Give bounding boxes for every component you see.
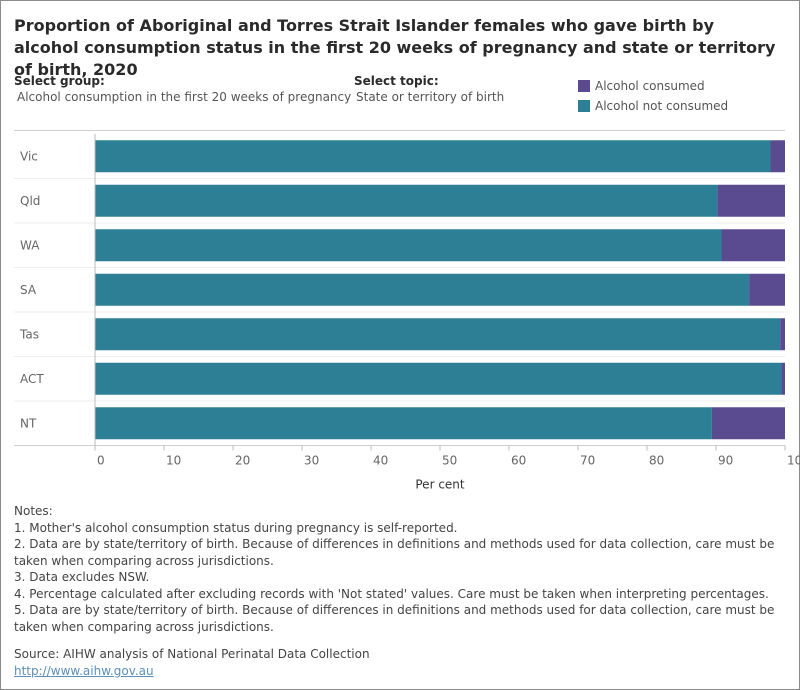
select-group-label: Select group:	[14, 74, 105, 88]
x-tick-label: 0	[97, 454, 105, 468]
x-axis-title: Per cent	[415, 478, 465, 492]
bar-sa-alcohol-consumed	[749, 273, 785, 306]
x-tick-label: 10	[166, 454, 181, 468]
note-4: 4. Percentage calculated after excluding…	[14, 586, 769, 601]
x-tick-label: 80	[649, 454, 664, 468]
bar-vic-alcohol-not-consumed	[95, 140, 771, 173]
bar-nt-alcohol-not-consumed	[95, 407, 712, 440]
note-3: 3. Data excludes NSW.	[14, 570, 150, 584]
category-label-tas: Tas	[19, 327, 39, 341]
x-tick-label: 60	[511, 454, 526, 468]
bar-tas-alcohol-not-consumed	[95, 318, 781, 351]
legend-item-alcohol-consumed[interactable]: Alcohol consumed	[578, 79, 705, 93]
x-tick-label: 50	[442, 454, 457, 468]
bar-act-alcohol-consumed	[781, 362, 785, 395]
x-tick-label: 20	[235, 454, 250, 468]
legend-swatch-alcohol-not-consumed	[578, 100, 590, 112]
bar-qld-alcohol-consumed	[717, 184, 785, 217]
category-label-wa: WA	[20, 238, 40, 252]
note-5: 5. Data are by state/territory of birth.…	[14, 603, 775, 634]
x-tick-label: 90	[718, 454, 733, 468]
notes-heading: Notes:	[14, 504, 53, 518]
chart-title: Proportion of Aboriginal and Torres Stra…	[14, 16, 776, 79]
legend-item-alcohol-not-consumed[interactable]: Alcohol not consumed	[578, 99, 728, 113]
legend-label-alcohol-consumed: Alcohol consumed	[595, 79, 705, 93]
category-label-nt: NT	[20, 416, 37, 430]
bar-tas-alcohol-consumed	[780, 318, 785, 351]
category-label-act: ACT	[20, 372, 44, 386]
category-label-qld: Qld	[20, 194, 40, 208]
bar-sa-alcohol-not-consumed	[95, 273, 750, 306]
x-tick-label: 70	[580, 454, 595, 468]
x-tick-label: 30	[304, 454, 319, 468]
category-label-sa: SA	[20, 283, 37, 297]
bar-nt-alcohol-consumed	[711, 407, 785, 440]
select-topic-dropdown[interactable]: State or territory of birth	[356, 90, 505, 104]
note-2: 2. Data are by state/territory of birth.…	[14, 537, 775, 568]
note-1: 1. Mother's alcohol consumption status d…	[14, 520, 458, 535]
legend-swatch-alcohol-consumed	[578, 80, 590, 92]
category-label-vic: Vic	[20, 149, 38, 163]
source-link[interactable]: http://www.aihw.gov.au	[14, 663, 154, 678]
bar-vic-alcohol-consumed	[770, 140, 785, 173]
x-tick-label: 100	[787, 454, 800, 468]
notes-section: Notes: 1. Mother's alcohol consumption s…	[14, 503, 789, 635]
bar-act-alcohol-not-consumed	[95, 362, 782, 395]
source-section: Source: AIHW analysis of National Perina…	[14, 646, 370, 679]
x-tick-label: 40	[373, 454, 388, 468]
legend-label-alcohol-not-consumed: Alcohol not consumed	[595, 99, 729, 113]
select-topic-label: Select topic:	[354, 74, 439, 88]
bar-qld-alcohol-not-consumed	[95, 184, 718, 217]
bar-wa-alcohol-not-consumed	[95, 229, 722, 262]
select-group-dropdown[interactable]: Alcohol consumption in the first 20 week…	[17, 90, 352, 104]
bar-wa-alcohol-consumed	[721, 229, 785, 262]
stacked-bar-chart: Vic Qld WA SA Tas ACT NT 0 10 20 30 40 50 60 70 80 90 100…	[14, 130, 800, 492]
source-text: Source: AIHW analysis of National Perina…	[14, 647, 370, 661]
